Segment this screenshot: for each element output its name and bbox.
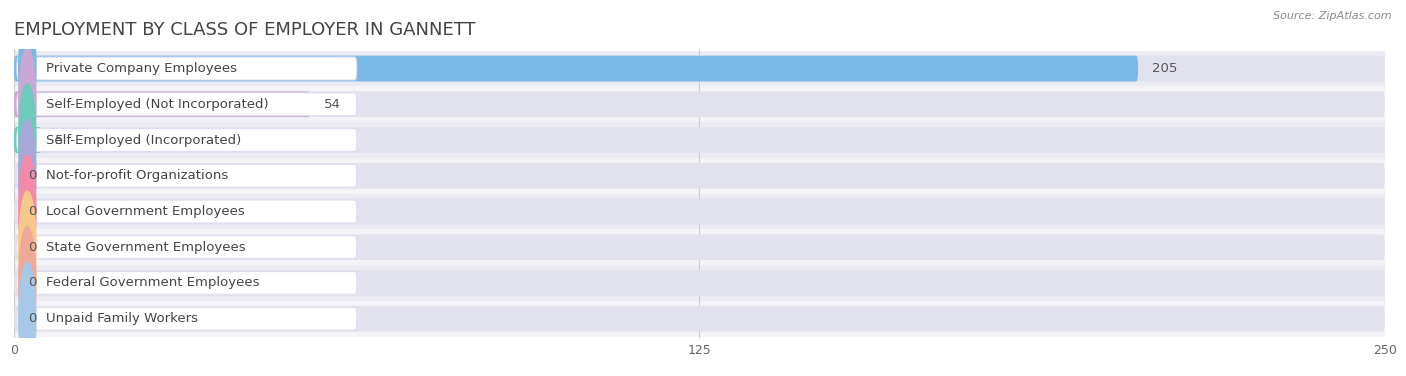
Text: EMPLOYMENT BY CLASS OF EMPLOYER IN GANNETT: EMPLOYMENT BY CLASS OF EMPLOYER IN GANNE… [14,21,475,39]
Text: Self-Employed (Incorporated): Self-Employed (Incorporated) [46,133,242,147]
FancyBboxPatch shape [14,86,1385,122]
FancyBboxPatch shape [14,56,1139,82]
Circle shape [18,262,37,375]
Text: State Government Employees: State Government Employees [46,241,246,254]
Text: 0: 0 [28,205,37,218]
Text: 0: 0 [28,312,37,325]
Text: Local Government Employees: Local Government Employees [46,205,245,218]
FancyBboxPatch shape [17,200,357,223]
FancyBboxPatch shape [17,271,357,294]
Text: 54: 54 [323,98,340,111]
FancyBboxPatch shape [14,199,1385,224]
FancyBboxPatch shape [14,56,1385,82]
FancyBboxPatch shape [14,306,1385,332]
Circle shape [18,191,37,303]
Text: Private Company Employees: Private Company Employees [46,62,238,75]
Text: Source: ZipAtlas.com: Source: ZipAtlas.com [1274,11,1392,21]
Text: 5: 5 [55,133,63,147]
FancyBboxPatch shape [14,194,1385,229]
FancyBboxPatch shape [17,93,357,116]
FancyBboxPatch shape [14,265,1385,301]
Text: 205: 205 [1152,62,1177,75]
Text: Unpaid Family Workers: Unpaid Family Workers [46,312,198,325]
FancyBboxPatch shape [17,57,357,80]
FancyBboxPatch shape [14,301,1385,337]
FancyBboxPatch shape [14,270,1385,296]
FancyBboxPatch shape [14,122,1385,158]
Text: 0: 0 [28,276,37,290]
Text: Federal Government Employees: Federal Government Employees [46,276,260,290]
FancyBboxPatch shape [17,129,357,152]
FancyBboxPatch shape [17,307,357,330]
Circle shape [18,120,37,232]
Text: Not-for-profit Organizations: Not-for-profit Organizations [46,169,228,182]
FancyBboxPatch shape [14,229,1385,265]
Circle shape [18,227,37,339]
FancyBboxPatch shape [14,51,1385,86]
FancyBboxPatch shape [17,164,357,187]
FancyBboxPatch shape [14,163,1385,189]
FancyBboxPatch shape [14,234,1385,260]
FancyBboxPatch shape [14,127,42,153]
Circle shape [18,12,37,125]
FancyBboxPatch shape [17,236,357,259]
Text: 0: 0 [28,169,37,182]
Circle shape [18,48,37,161]
FancyBboxPatch shape [14,158,1385,194]
FancyBboxPatch shape [14,91,311,117]
Circle shape [18,155,37,268]
Circle shape [18,84,37,196]
Text: Self-Employed (Not Incorporated): Self-Employed (Not Incorporated) [46,98,269,111]
FancyBboxPatch shape [14,127,1385,153]
FancyBboxPatch shape [14,91,1385,117]
Text: 0: 0 [28,241,37,254]
